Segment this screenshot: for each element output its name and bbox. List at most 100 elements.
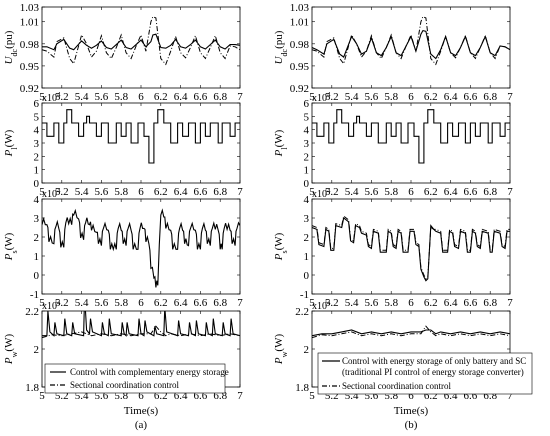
chart-b-udc: 0.92 0.95 0.98 1.01 1.03 5 5.2 5.4 5.6 5.8 6 6.2 6.4…	[273, 2, 513, 103]
x-tick-label: 6.4	[444, 297, 458, 309]
x-tick-label: 5	[39, 186, 45, 198]
series-group	[42, 208, 240, 288]
x-tick-label: 5.6	[365, 186, 379, 198]
y-tick-label: 0.98	[20, 39, 40, 51]
x-tick-label: 5.2	[55, 91, 69, 103]
legend-a-box	[44, 363, 226, 394]
y-axis-label: Ps(W)	[273, 232, 289, 261]
y-axis-label: Pw(W)	[273, 334, 289, 366]
y-exponent: x104	[312, 91, 331, 104]
x-tick-label: 6.8	[213, 297, 227, 309]
x-tick-label: 5	[309, 91, 315, 103]
x-tick-label: 6.6	[464, 297, 478, 309]
y-tick-label: 0.98	[290, 39, 310, 51]
y-tick-label: 1.8	[25, 382, 39, 394]
y-exponent: x104	[312, 299, 331, 312]
legend-a-dashdot-label: Sectional coordination control	[70, 380, 179, 390]
x-tick-label: 6	[408, 297, 414, 309]
series-solid-a-udc	[42, 33, 240, 51]
x-tick-label: 5	[309, 186, 315, 198]
x-tick-label: 5.2	[325, 91, 339, 103]
x-tick-label: 5.2	[325, 186, 339, 198]
x-tick-label: 5.2	[55, 186, 69, 198]
x-tick-label: 5.6	[95, 91, 109, 103]
y-tick-label: 2	[304, 151, 310, 163]
x-tick-label: 5.4	[345, 91, 359, 103]
x-tick-label: 6.4	[444, 91, 458, 103]
x-tick-label: 6.6	[464, 91, 478, 103]
x-tick-label: 7	[507, 91, 513, 103]
subfigure-label-b: (b)	[405, 419, 418, 431]
x-tick-label: 5.8	[384, 297, 398, 309]
series-solid-a-pl	[42, 109, 240, 164]
x-tick-label: 5.4	[75, 297, 89, 309]
x-tick-label: 5.8	[384, 186, 398, 198]
y-exponent: x104	[312, 187, 331, 200]
y-tick-label: 2	[34, 151, 40, 163]
subfigure-label-a: (a)	[135, 419, 148, 431]
y-tick-label: 1.03	[20, 2, 40, 14]
y-tick-label: 2	[304, 232, 310, 244]
x-tick-label: 6	[408, 390, 414, 402]
series-group	[312, 109, 510, 164]
y-tick-label: 0.92	[290, 83, 309, 95]
plot-frame	[41, 198, 241, 295]
series-dashdot-a-udc	[42, 15, 240, 66]
legend-a: Control with complementary energy storag…	[44, 363, 229, 394]
y-tick-label: 1.01	[290, 17, 309, 29]
x-tick-label: 5.2	[55, 297, 69, 309]
y-tick-label: 1	[304, 165, 310, 177]
x-tick-label: 7	[507, 297, 513, 309]
x-tick-label: 6.2	[424, 91, 438, 103]
series-dashdot-a-pw	[42, 325, 240, 339]
y-axis-label: Pw(W)	[3, 334, 19, 366]
legend-b-solid-label-line2: (traditional PI control of energy storag…	[342, 367, 524, 377]
y-tick-label: 3	[34, 138, 40, 150]
y-tick-label: 2	[34, 232, 40, 244]
x-tick-label: 6	[138, 390, 144, 402]
x-tick-label: 5	[39, 390, 45, 402]
y-tick-label: 2	[304, 344, 310, 356]
y-tick-label: 0.95	[20, 61, 40, 73]
x-tick-label: 6.4	[174, 297, 188, 309]
y-axis-label: Ps(W)	[3, 232, 19, 261]
x-tick-label: 6.8	[213, 186, 227, 198]
y-tick-label: 1	[34, 165, 40, 177]
legend-a-solid-label: Control with complementary energy storag…	[70, 367, 229, 377]
y-axis-label: Pl(W)	[273, 129, 289, 157]
y-exponent: x104	[42, 91, 61, 104]
x-tick-label: 6.6	[194, 186, 208, 198]
series-solid-a-ps	[42, 208, 240, 288]
x-tick-label: 5.4	[75, 91, 89, 103]
x-tick-label: 6.2	[154, 297, 168, 309]
y-tick-label: 4	[304, 125, 310, 137]
x-tick-label: 5.6	[365, 91, 379, 103]
y-tick-label: 1	[34, 251, 40, 263]
x-tick-label: 6.8	[213, 91, 227, 103]
series-group	[42, 109, 240, 164]
x-tick-label: 7	[237, 390, 243, 402]
y-tick-label: 4	[304, 194, 310, 206]
x-axis-label-b: Time(s)	[394, 405, 429, 417]
x-tick-label: 6	[138, 91, 144, 103]
y-tick-label: 3	[304, 138, 310, 150]
series-dashdot-b-udc	[312, 15, 510, 66]
x-tick-label: 6.6	[194, 297, 208, 309]
y-tick-label: 2	[34, 344, 40, 356]
x-tick-label: 5	[309, 297, 315, 309]
x-tick-label: 6.8	[483, 186, 497, 198]
y-tick-label: 6	[304, 98, 310, 110]
x-tick-label: 5.8	[114, 297, 128, 309]
series-group	[42, 15, 240, 66]
legend-b-dashdot-label: Sectional coordination control	[342, 381, 451, 391]
x-tick-label: 5.2	[325, 297, 339, 309]
x-tick-label: 5.6	[365, 297, 379, 309]
x-tick-label: 6.2	[154, 186, 168, 198]
y-tick-label: 4	[34, 125, 40, 137]
x-tick-label: 6.6	[194, 91, 208, 103]
y-tick-label: 1.03	[290, 2, 310, 14]
y-axis-label: Pl(W)	[3, 129, 19, 157]
x-tick-label: 5	[309, 390, 315, 402]
